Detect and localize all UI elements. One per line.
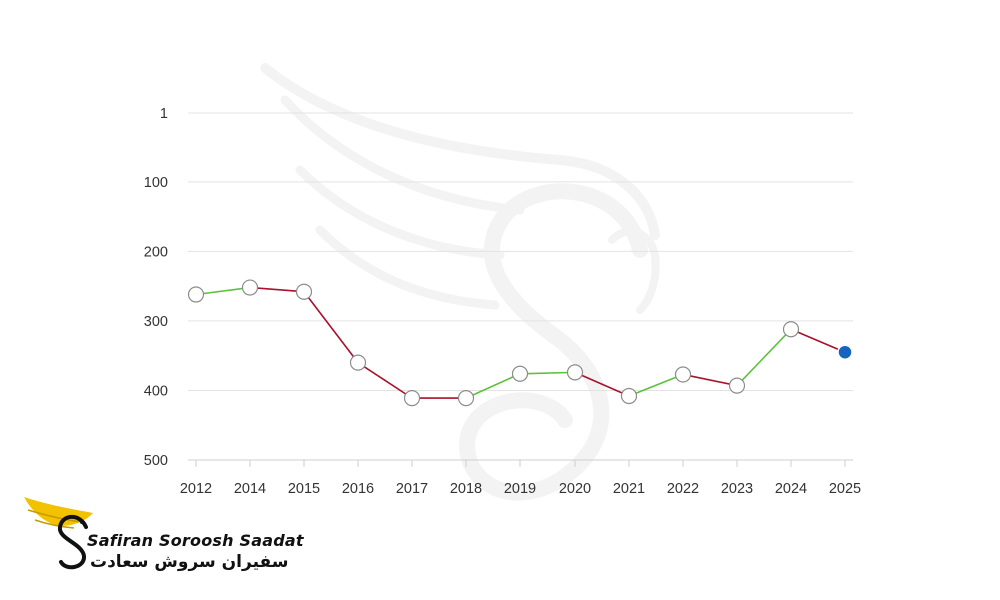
y-tick-label: 300 (144, 314, 168, 330)
x-tick-label: 2022 (667, 481, 699, 497)
line-series (195, 286, 846, 399)
x-tick-label: 2017 (396, 481, 428, 497)
line-segment (736, 328, 792, 387)
x-tick-label: 2021 (613, 481, 645, 497)
x-tick-label: 2012 (180, 481, 212, 497)
line-segment (195, 286, 251, 296)
line-segment (357, 361, 413, 399)
x-tick-label: 2015 (288, 481, 320, 497)
line-segment (465, 373, 521, 399)
line-segment (574, 371, 630, 397)
data-point[interactable] (511, 365, 529, 382)
logo-name-latin: Safiran Soroosh Saadat (87, 531, 304, 550)
data-point[interactable] (674, 366, 692, 383)
x-tick-label: 2014 (234, 481, 266, 497)
data-point-latest[interactable] (837, 344, 853, 360)
line-segment (628, 373, 684, 397)
data-point[interactable] (295, 283, 313, 300)
line-segment (682, 373, 738, 387)
data-point[interactable] (241, 279, 259, 296)
gridlines (188, 112, 853, 391)
data-point[interactable] (187, 286, 205, 303)
logo-name-persian: سفیران سروش سعادت (90, 552, 289, 572)
x-tick-label: 2024 (775, 481, 807, 497)
data-point[interactable] (728, 377, 746, 394)
line-segment (790, 328, 846, 353)
data-point[interactable] (403, 390, 421, 407)
y-tick-label: 400 (144, 383, 168, 399)
line-segment (303, 291, 359, 364)
data-point[interactable] (620, 387, 638, 405)
watermark-emblem (260, 63, 660, 501)
x-tick-label: 2019 (504, 481, 536, 497)
x-tick-label: 2025 (829, 481, 861, 497)
y-axis-ticks: 1 100 200 300 400 500 (144, 106, 168, 469)
data-point[interactable] (349, 354, 367, 371)
x-tick-label: 2023 (721, 481, 753, 497)
line-segment (249, 286, 305, 293)
y-tick-label: 1 (160, 106, 168, 122)
y-tick-label: 200 (144, 244, 168, 260)
y-tick-label: 500 (144, 453, 168, 469)
data-point[interactable] (566, 364, 584, 381)
logo-emblem (24, 497, 93, 570)
line-segment (519, 371, 576, 375)
data-point[interactable] (457, 390, 475, 407)
data-point[interactable] (782, 321, 800, 338)
x-tick-label: 2018 (450, 481, 482, 497)
point-markers (187, 279, 853, 407)
y-tick-label: 100 (144, 175, 168, 191)
x-tick-label: 2020 (559, 481, 591, 497)
x-tick-label: 2016 (342, 481, 374, 497)
x-axis-ticks: 2012 2014 2015 2016 2017 2018 2019 2020 2021 2022… (180, 460, 861, 497)
